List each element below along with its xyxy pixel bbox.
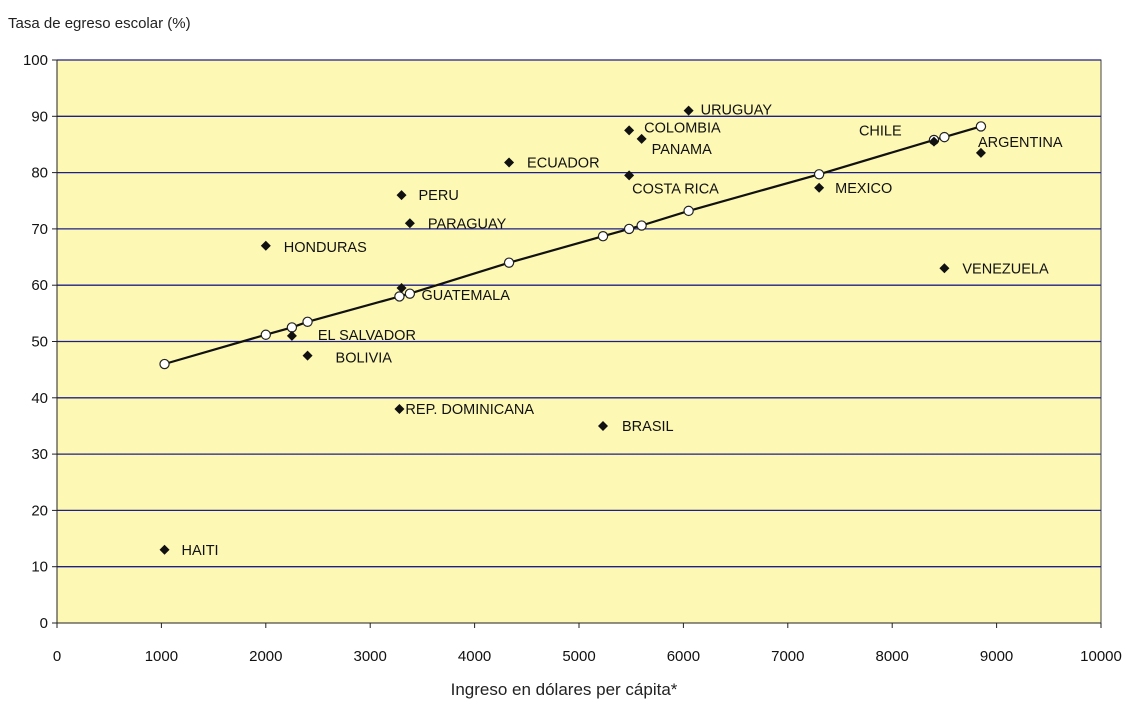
y-tick-label: 60 [31,277,48,294]
y-tick-label: 70 [31,221,48,238]
trend-point [260,329,271,340]
data-point-diamond [504,157,515,168]
trend-point [404,288,416,299]
country-label: COSTA RICA [632,181,719,197]
country-label: ARGENTINA [978,135,1063,151]
trend-point [503,257,515,268]
trend-point [636,220,647,231]
data-point-diamond [814,182,825,193]
x-tick-label: 2000 [249,648,282,665]
data-point-diamond [636,133,647,144]
country-label: BOLIVIA [336,351,393,367]
data-point-diamond [286,330,297,341]
y-tick-label: 30 [31,446,48,463]
country-label: ECUADOR [527,155,600,171]
trend-point [623,223,635,235]
data-point-diamond [396,283,407,294]
country-label: COLOMBIA [644,120,721,136]
y-axis-title: Tasa de egreso escolar (%) [8,15,191,32]
country-label: VENEZUELA [962,261,1049,277]
country-label: CHILE [859,124,902,140]
x-tick-label: 10000 [1080,648,1122,665]
data-point-diamond [302,350,313,361]
trend-point [159,358,170,370]
data-point-diamond [396,190,407,201]
y-tick-label: 20 [31,502,48,519]
data-point-diamond [598,420,609,431]
country-label: PANAMA [652,142,712,158]
data-point-diamond [394,404,405,415]
data-point-diamond [624,125,635,136]
data-point-diamond [975,147,986,158]
x-tick-label: 7000 [771,648,804,665]
y-tick-label: 50 [31,334,48,351]
y-tick-label: 100 [23,52,48,69]
trend-point [975,121,987,132]
data-point-diamond [260,240,271,251]
trend-point [683,205,694,217]
country-label: URUGUAY [701,103,773,119]
x-tick-label: 3000 [354,648,387,665]
data-point-diamond [939,263,950,274]
country-label: PARAGUAY [428,216,507,232]
data-point-diamond [404,218,415,229]
trend-point [302,316,313,327]
trend-point [813,169,825,180]
trend-point [394,291,405,302]
y-tick-label: 40 [31,390,48,407]
data-point-diamond [683,105,694,116]
country-label: PERU [419,188,459,204]
data-point-diamond [928,136,939,147]
x-tick-label: 4000 [458,648,491,665]
y-tick-label: 90 [31,108,48,125]
country-label: HONDURAS [284,240,367,256]
x-tick-label: 9000 [980,648,1013,665]
country-label: REP. DOMINICANA [405,402,534,418]
y-tick-label: 0 [40,615,48,632]
country-label: EL SALVADOR [318,328,416,344]
country-label: HAITI [182,543,219,559]
x-tick-label: 8000 [876,648,909,665]
country-label: BRASIL [622,419,674,435]
data-point-diamond [159,544,170,555]
x-tick-label: 6000 [667,648,700,665]
x-tick-label: 5000 [562,648,595,665]
trend-point [597,231,609,242]
y-tick-label: 10 [31,559,48,576]
country-label: MEXICO [835,181,892,197]
trend-point [286,322,298,333]
x-axis-title: Ingreso en dólares per cápita* [450,680,678,699]
x-tick-label: 1000 [145,648,178,665]
country-label: GUATEMALA [422,288,511,304]
trend-point [939,131,950,143]
data-point-diamond [624,170,635,181]
y-tick-label: 80 [31,165,48,182]
x-tick-label: 0 [53,648,61,665]
